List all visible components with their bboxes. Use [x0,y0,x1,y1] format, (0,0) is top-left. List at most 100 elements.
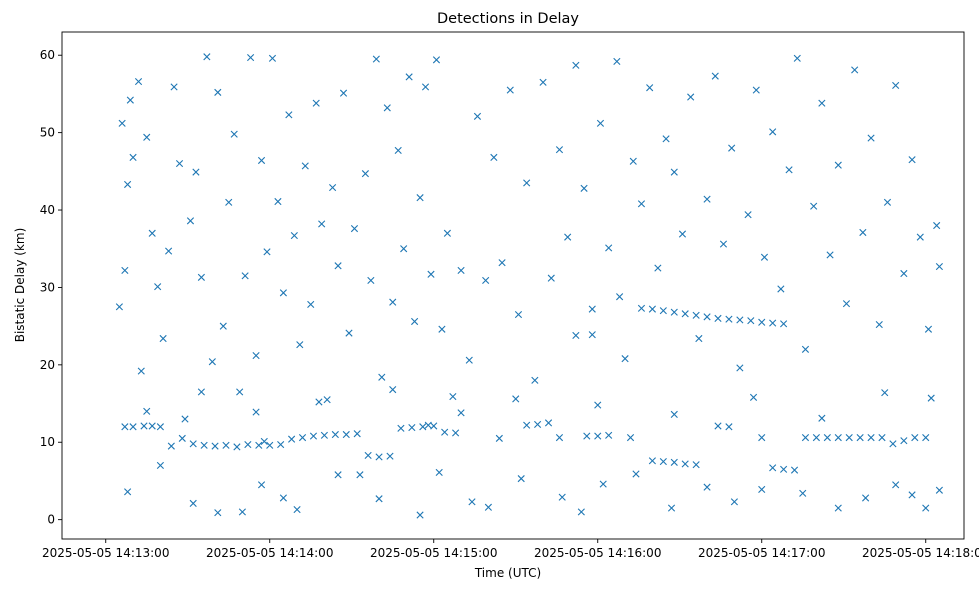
data-point [594,432,602,440]
data-point [908,491,916,499]
x-tick-label: 2025-05-05 14:18:00 [862,546,979,560]
data-point [596,119,605,127]
data-point [681,310,689,318]
x-tick-label: 2025-05-05 14:14:00 [206,546,333,560]
data-point [342,430,350,439]
data-point [121,423,129,431]
data-point [134,77,143,86]
data-point [175,159,184,168]
data-point [331,430,339,439]
data-point [758,434,766,442]
data-point [744,211,752,219]
data-point [514,310,523,319]
data-point [247,53,255,62]
data-point [790,466,799,474]
data-point [334,471,342,479]
data-point [875,321,883,329]
data-point [908,156,916,164]
data-point [621,355,629,363]
data-point [416,194,424,202]
data-point [752,86,760,94]
data-point [443,229,451,237]
data-point [736,364,744,372]
y-tick-label: 0 [47,513,55,527]
data-point [812,434,820,442]
data-point [922,504,930,512]
x-tick-label: 2025-05-05 14:17:00 [698,546,825,560]
data-point [859,228,867,237]
data-point [159,334,167,343]
data-point [818,414,826,422]
data-point [329,183,337,192]
data-point [900,437,908,445]
data-point [438,325,446,333]
data-point [580,184,588,192]
data-point [277,440,285,449]
data-point [203,53,211,61]
data-point [318,220,326,228]
data-point [356,471,364,479]
y-tick-label: 10 [40,435,55,449]
data-point [534,420,542,429]
data-point [834,161,842,169]
data-point [435,468,443,477]
data-point [257,156,266,165]
data-point [372,55,380,63]
data-point [517,475,525,483]
data-point [646,84,654,92]
data-point [115,303,123,311]
data-point [632,470,640,478]
data-point [577,508,585,516]
data-point [244,440,252,449]
data-point [361,170,369,178]
data-point [208,358,216,366]
y-tick-label: 30 [40,280,55,294]
data-point [889,440,897,448]
x-tick-label: 2025-05-05 14:16:00 [534,546,661,560]
data-point [197,273,205,281]
x-tick-label: 2025-05-05 14:15:00 [370,546,497,560]
data-point [129,423,137,431]
data-point [126,96,134,104]
data-point [279,494,287,502]
data-point [648,457,656,465]
data-point [856,434,864,442]
data-point [293,505,301,514]
data-point [523,179,531,187]
data-point [935,486,943,494]
data-point [818,99,826,107]
data-point [747,317,755,325]
data-point [178,434,186,442]
data-point [225,198,233,206]
data-point [148,422,156,430]
data-point [290,231,298,240]
data-point [670,458,678,466]
y-tick-label: 20 [40,358,55,372]
data-point [350,225,359,233]
data-point [118,119,126,127]
data-point [241,272,249,280]
data-point [339,89,348,97]
data-point [851,66,859,74]
data-point [167,442,175,450]
data-point [238,508,246,516]
data-point [345,329,353,337]
data-point [703,313,711,321]
data-point [862,494,870,502]
data-point [214,88,222,96]
data-point [181,415,189,423]
data-point [320,431,328,439]
data-point [482,276,490,285]
data-point [667,504,676,512]
data-point [309,432,318,440]
data-point [834,434,842,442]
data-point [170,83,178,91]
data-point [512,395,520,403]
y-tick-label: 50 [40,126,55,140]
data-point [378,373,386,381]
data-point [165,247,173,255]
data-point [845,434,853,442]
data-point [490,153,498,161]
data-point [539,78,547,86]
